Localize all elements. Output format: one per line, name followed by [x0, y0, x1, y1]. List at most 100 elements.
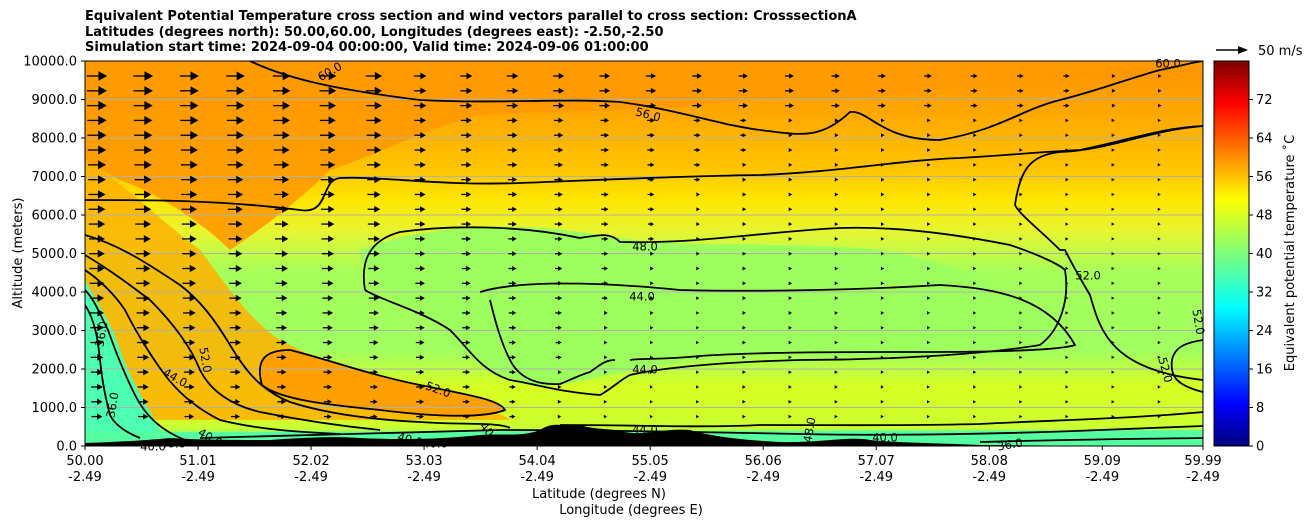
wind-vector [226, 71, 245, 81]
wind-vector [415, 339, 425, 346]
wind-vector [227, 175, 244, 184]
wind-vector [601, 266, 609, 271]
wind-vector [460, 102, 473, 109]
wind-vector [370, 414, 378, 419]
contour-label: 48.0 [800, 416, 818, 444]
wind-vector [323, 369, 333, 375]
wind-vector [1019, 133, 1023, 138]
wind-vector [180, 130, 199, 140]
wind-vector [650, 281, 654, 286]
terrain-silhouette [85, 424, 1203, 446]
wind-vector [742, 207, 747, 212]
wind-vector [788, 222, 793, 227]
wind-vector [507, 162, 518, 168]
wind-vector [1111, 385, 1115, 389]
wind-vector [927, 192, 931, 197]
x-axis-label-lon: Longitude (degrees E) [559, 503, 703, 518]
wind-vector [506, 72, 519, 80]
wind-vector [600, 147, 609, 153]
wind-vector [180, 116, 199, 125]
wind-vector [182, 294, 196, 302]
wind-vector [553, 117, 564, 124]
wind-vector [508, 280, 517, 286]
wind-vector [647, 147, 655, 153]
wind-vector [696, 266, 700, 271]
wind-vector [1111, 326, 1115, 330]
wind-vector [1111, 311, 1115, 315]
wind-vector [973, 296, 977, 300]
wind-vector [742, 281, 747, 286]
wind-vector [785, 88, 794, 94]
wind-vector [880, 148, 885, 152]
contour-44-surface [559, 411, 1203, 428]
y-tick-label: 5000.0 [32, 247, 78, 262]
contour-44-inner [479, 282, 1077, 361]
wind-vector [461, 280, 471, 286]
wind-vector [179, 71, 199, 81]
wind-vector [274, 220, 289, 228]
wind-vector [134, 175, 152, 184]
wind-vector [553, 102, 565, 109]
wind-vector [696, 207, 700, 212]
wind-vector [1019, 237, 1023, 241]
wind-vector [1019, 222, 1023, 226]
contour-label: 52.0 [1075, 269, 1101, 283]
wind-vector [692, 87, 703, 94]
wind-vector [603, 370, 608, 375]
wind-vector [881, 118, 885, 123]
wind-vector [88, 234, 106, 243]
colorbar-tick-label: 16 [1256, 363, 1273, 378]
wind-vector [1157, 177, 1161, 182]
wind-vector [1157, 222, 1161, 226]
contour-label: 40.0 [872, 431, 898, 445]
wind-vector [1157, 296, 1161, 300]
colorbar-tick-label: 24 [1256, 324, 1273, 339]
wind-vector [135, 249, 151, 258]
x-tick-label-lat: 55.05 [632, 454, 669, 469]
wind-vector [273, 101, 291, 110]
wind-vector [87, 100, 107, 111]
wind-vector [462, 354, 471, 360]
wind-vector [553, 72, 565, 80]
contour-36-left [85, 304, 141, 439]
wind-vector [416, 414, 425, 419]
wind-vector [184, 413, 195, 420]
wind-vector [973, 400, 977, 404]
wind-vector [1157, 281, 1161, 285]
wind-vector [319, 86, 337, 95]
wind-vector [696, 192, 701, 197]
wind-vector [416, 384, 425, 390]
wind-vector [135, 205, 152, 214]
wind-vector [555, 295, 563, 301]
wind-vector [508, 206, 517, 212]
x-axis-label-lat: Latitude (degrees N) [532, 487, 666, 502]
wind-vector [554, 251, 563, 257]
wind-vector [1111, 163, 1115, 167]
quiver-key-label: 50 m/s [1258, 44, 1303, 59]
wind-vector [834, 148, 839, 153]
wind-vector [508, 221, 517, 227]
wind-vector [1065, 355, 1069, 360]
x-tick-label-lat: 51.01 [179, 454, 216, 469]
wind-vector [880, 385, 884, 389]
wind-vector [182, 264, 197, 273]
wind-vector [880, 192, 885, 197]
wind-vector [508, 310, 517, 316]
wind-vector [650, 266, 654, 271]
wind-vector [319, 116, 336, 125]
wind-vector [926, 414, 930, 419]
wind-vector [324, 414, 332, 419]
wind-vector [137, 354, 150, 361]
wind-vector [1063, 103, 1070, 108]
x-tick-label-lon: -2.49 [294, 470, 328, 485]
wind-vector [973, 162, 977, 167]
wind-vector [461, 265, 471, 272]
contour-label: 44.0 [629, 290, 655, 304]
wind-vector [89, 264, 105, 273]
wind-vector [461, 147, 472, 154]
contour-labels: 60.056.060.048.052.044.044.052.044.036.0… [92, 57, 1207, 454]
wind-vector [970, 103, 978, 108]
wind-vector [275, 280, 288, 287]
wind-vector [275, 250, 289, 258]
wind-vector [1019, 400, 1023, 404]
